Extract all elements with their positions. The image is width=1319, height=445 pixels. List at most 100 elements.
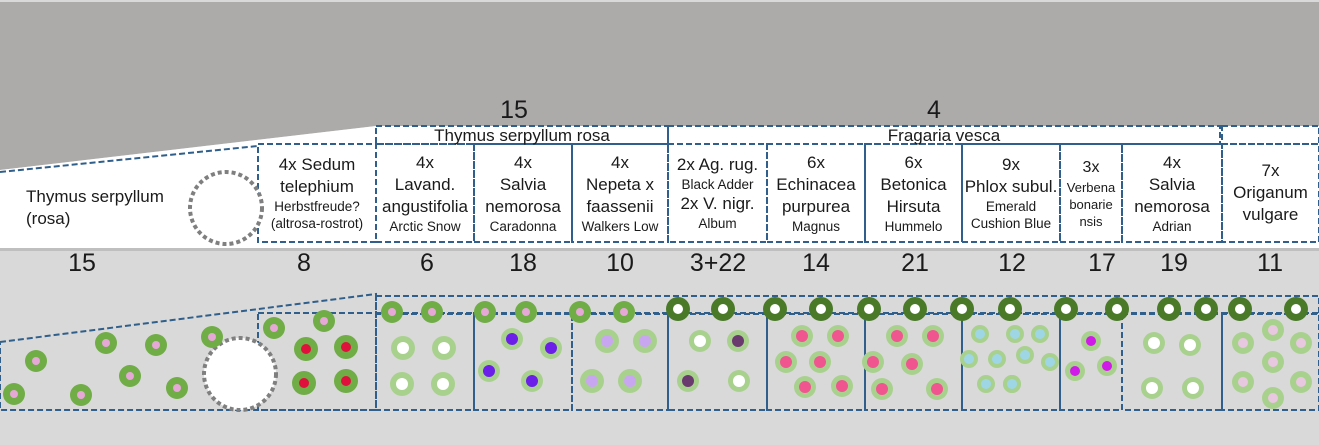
thymus-plant-center [126, 372, 134, 380]
bed-number: 18 [509, 249, 537, 277]
veronicastrum-plant-center [694, 335, 706, 347]
salvia-plant-center [506, 333, 518, 345]
agastache-plant-center [732, 335, 744, 347]
bed-number: 12 [998, 249, 1026, 277]
cultivar-name: Arctic Snow [389, 218, 461, 234]
bed-label: 3x Verbena bonarie nsis [1060, 145, 1122, 241]
plant-count-name: purpurea [781, 196, 851, 216]
phlox-plant-center [981, 379, 991, 389]
origanum-plant-center [1296, 377, 1306, 387]
house-wall [0, 2, 1319, 170]
plant-count-name: 4x [416, 152, 434, 172]
bed-number: 3+22 [689, 249, 747, 277]
bed-label: 4x Sedum telephium Herbstfreude? (altrosa-r… [258, 145, 376, 241]
betonica-plant-center [876, 383, 888, 395]
plant-count-name: Nepeta x [585, 174, 655, 194]
phlox-plant-center [1045, 357, 1055, 367]
thymus-plant-center [32, 357, 40, 365]
fragaria-plant-center [1112, 304, 1122, 314]
plant-count-name: 4x [611, 152, 629, 172]
verbena-plant-center [1086, 336, 1096, 346]
fragaria-plant-center [864, 304, 874, 314]
lavender-plant-center [397, 342, 409, 354]
top-number: 15 [500, 96, 528, 124]
thymus-plant-center [428, 308, 436, 316]
stepping-stone [202, 336, 278, 412]
lavender-plant-center [438, 342, 450, 354]
bed-number: 14 [802, 249, 830, 277]
phlox-plant-center [975, 329, 985, 339]
echinacea-plant-center [832, 330, 844, 342]
plant-count-name: Echinacea [776, 174, 856, 194]
bed-label: 4x Salvia nemorosa Caradonna [474, 145, 572, 241]
bed-number: 17 [1088, 249, 1116, 277]
plant-count-name: 3x [1082, 158, 1100, 176]
verbena-plant-center [1070, 366, 1080, 376]
thymus-plant-center [481, 308, 489, 316]
betonica-plant-center [931, 383, 943, 395]
salvia-plant-center [526, 375, 538, 387]
lavender-plant-center [396, 378, 408, 390]
sedum-plant-center [299, 378, 309, 388]
bed-label: 4x Nepeta x faassenii Walkers Low [572, 145, 668, 241]
plant-count-name: 4x [514, 152, 532, 172]
phlox-plant-center [1020, 350, 1030, 360]
thymus-plant-center [152, 341, 160, 349]
fragaria-plant-center [770, 304, 780, 314]
salvia-adrian-plant-center [1187, 382, 1199, 394]
cultivar-name: Cushion Blue [970, 216, 1052, 231]
nepeta-plant-center [586, 375, 598, 387]
fragaria-plant-center [1201, 304, 1211, 314]
thymus-plant-center [10, 390, 18, 398]
divider [0, 248, 1319, 251]
betonica-plant-center [891, 330, 903, 342]
top-number: 4 [927, 96, 941, 124]
cultivar-name: Album [698, 216, 737, 231]
fragaria-plant-center [1291, 304, 1301, 314]
origanum-plant-center [1238, 338, 1248, 348]
thymus-plant-center [320, 317, 328, 325]
cultivar-name: nsis [1079, 213, 1103, 229]
cultivar-name: bonarie [1069, 196, 1113, 212]
plant-count-name: Betonica [880, 174, 947, 194]
salvia-adrian-plant-center [1146, 382, 1158, 394]
bed-label: 4x Salvia nemorosa Adrian [1122, 145, 1222, 241]
bed-number: 10 [606, 249, 634, 277]
plant-count-name: 6x [904, 152, 923, 172]
thymus-plant-center [77, 391, 85, 399]
phlox-plant-center [964, 354, 974, 364]
plant-count-name: Lavand. [394, 174, 456, 194]
plant-count-name: Salvia [1148, 174, 1196, 194]
fragaria-plant-center [1005, 304, 1015, 314]
plant-count-name: 4x Sedum [278, 155, 356, 174]
bed-label: 6x Echinacea purpurea Magnus [767, 145, 865, 241]
cultivar-name: Adrian [1152, 218, 1192, 234]
bed-number: 6 [420, 249, 434, 277]
cultivar-name: Verbena [1066, 179, 1116, 195]
cultivar-name: Caradonna [489, 218, 557, 234]
betonica-plant-center [927, 330, 939, 342]
cultivar-name: Hummelo [884, 218, 943, 234]
echinacea-plant-center [836, 380, 848, 392]
plant-count-name: 4x [1163, 152, 1181, 172]
group-outline [667, 125, 1221, 145]
label-strip [0, 126, 1319, 248]
echinacea-plant-center [780, 356, 792, 368]
group-label: Fragaria vesca [887, 126, 1001, 145]
origanum-plant-center [1296, 338, 1306, 348]
betonica-plant-center [906, 358, 918, 370]
salvia-plant-center [545, 342, 557, 354]
group-label: Thymus serpyllum rosa [434, 126, 610, 145]
cultivar-name: Herbstfreude? [274, 199, 360, 214]
stepping-stone [188, 170, 264, 246]
cultivar-name: Magnus [791, 218, 841, 234]
bed-number: 11 [1257, 249, 1283, 277]
plant-count-name: Origanum [1233, 183, 1308, 202]
verbena-plant-center [1102, 361, 1112, 371]
bed-number: 15 [68, 249, 96, 277]
plant-count-name: telephium [280, 177, 354, 196]
cultivar-name: Black Adder [681, 177, 754, 192]
fragaria-plant-center [718, 304, 728, 314]
thymus-plant-center [173, 384, 181, 392]
